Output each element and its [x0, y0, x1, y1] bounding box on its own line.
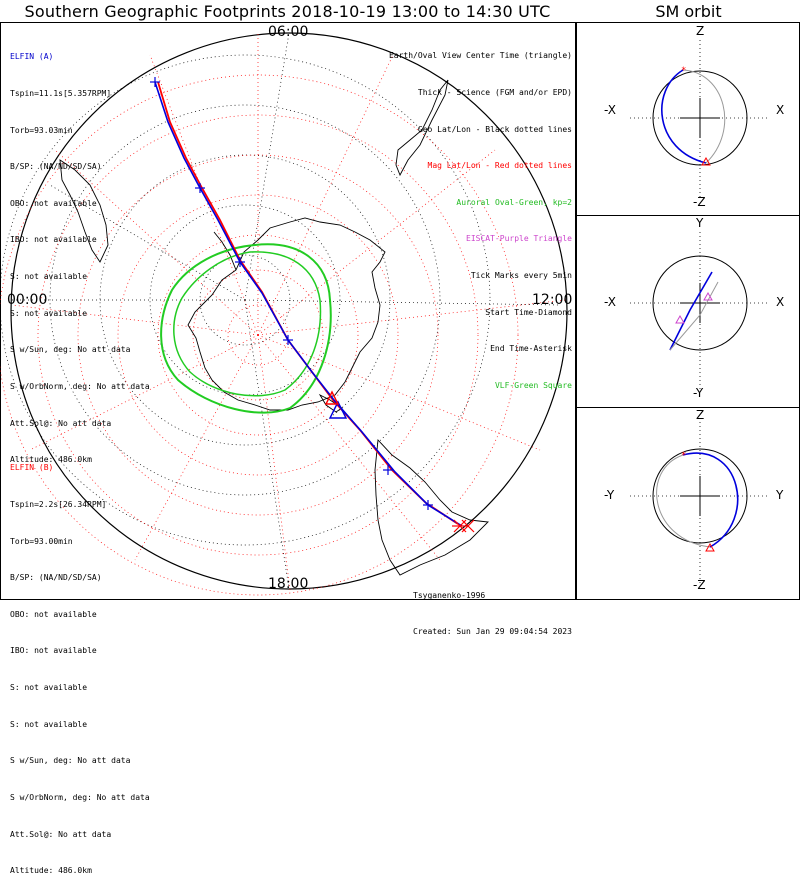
elfin-a-track — [154, 81, 463, 527]
sm-axis-label: X — [776, 103, 785, 117]
elfin-a-line: S: not available — [10, 272, 88, 282]
sm-axis-label: -Z — [693, 578, 706, 592]
elfin-a-line: Torb=93.03min — [10, 125, 73, 135]
clock-label-left: 00:00 — [7, 292, 48, 308]
elfin-b-line: S: not available — [10, 719, 88, 729]
legend-item: Earth/Oval View Center Time (triangle) — [388, 51, 572, 61]
clock-label-top: 06:00 — [268, 24, 309, 40]
geo-lon-lines — [12, 32, 561, 590]
elfin-a-line: S: not available — [10, 308, 88, 318]
sm-axis-label: -X — [604, 295, 616, 309]
plot-title: Southern Geographic Footprints 2018-10-1… — [24, 2, 551, 21]
auroral-oval — [160, 243, 332, 414]
legend-item: Auroral Oval-Green, kp=2 — [456, 197, 572, 207]
legend: Earth/Oval View Center Time (triangle) T… — [389, 26, 572, 404]
elfin-b-line: Tspin=2.2s[26.34RPM] — [10, 500, 107, 510]
view-center-triangles — [324, 390, 348, 419]
sm-orbit-title: SM orbit — [655, 2, 722, 21]
svg-text:*: * — [681, 451, 686, 461]
credit-created: Created: Sun Jan 29 09:04:54 2023 — [413, 627, 572, 636]
antarctic-peninsula — [213, 231, 237, 271]
elfin-a-info: ELFIN (A) Tspin=11.1s[5.357RPM] Torb=93.… — [10, 27, 150, 479]
sm-orbit-panel-xy — [630, 232, 770, 392]
legend-item: Mag Lat/Lon - Red dotted lines — [427, 161, 573, 171]
elfin-b-line: IBO: not available — [10, 646, 97, 656]
sm-orbit-panel-xz: * — [630, 40, 770, 200]
track-tick-marks — [150, 77, 433, 510]
elfin-b-line: OBO: not available — [10, 609, 97, 619]
end-time-asterisks — [452, 519, 475, 533]
sm-axis-label: -Y — [604, 488, 615, 502]
elfin-a-line: IBO: not available — [10, 235, 97, 245]
legend-item: End Time-Asterisk — [490, 344, 572, 354]
sm-orbit-panel-yz: * — [630, 422, 770, 585]
legend-item: Thick - Science (FGM and/or EPD) — [417, 88, 572, 98]
elfin-b-line: S w/OrbNorm, deg: No att data — [10, 792, 150, 802]
sm-axis-label: -X — [604, 103, 616, 117]
clock-label-bottom: 18:00 — [268, 576, 309, 592]
legend-item: Tick Marks every 5min — [470, 271, 572, 281]
elfin-b-line: S w/Sun, deg: No att data — [10, 756, 131, 766]
elfin-a-name: ELFIN (A) — [10, 52, 54, 62]
elfin-a-line: Altitude: 486.0km — [10, 455, 92, 465]
elfin-a-line: B/SP: (NA/ND/SD/SA) — [10, 162, 102, 172]
elfin-b-line: B/SP: (NA/ND/SD/SA) — [10, 573, 102, 583]
antarctica-coastline — [187, 217, 386, 411]
svg-text:*: * — [681, 66, 686, 76]
sm-axis-label: -Z — [693, 195, 706, 209]
elfin-a-line: OBO: not available — [10, 198, 97, 208]
sm-axis-label: Z — [696, 24, 705, 38]
africa-coastline — [395, 79, 449, 177]
elfin-b-line: Torb=93.00min — [10, 536, 73, 546]
sm-axis-label: Y — [696, 216, 704, 230]
sm-axis-label: -Y — [693, 386, 704, 400]
elfin-b-line: Att.Sol@: No att data — [10, 829, 112, 839]
south-america-coastline — [59, 159, 109, 263]
elfin-a-line: Att.Sol@: No att data — [10, 418, 112, 428]
legend-item: VLF-Green Square — [494, 380, 572, 390]
elfin-b-line: Altitude: 486.0km — [10, 866, 92, 876]
elfin-a-line: S w/Sun, deg: No att data — [10, 345, 131, 355]
elfin-a-line: S w/OrbNorm, deg: No att data — [10, 381, 150, 391]
elfin-b-line: S: not available — [10, 683, 88, 693]
elfin-a-line: Tspin=11.1s[5.357RPM] — [10, 89, 112, 99]
sm-axis-label: Y — [776, 488, 784, 502]
clock-label-right: 12:00 — [532, 292, 573, 308]
elfin-b-name: ELFIN (B) — [10, 463, 54, 473]
credit-author: Tsyganenko-1996 — [413, 591, 486, 600]
mag-lon-lines — [11, 33, 566, 591]
sm-axis-label: Z — [696, 408, 705, 422]
australia-coastline — [374, 438, 489, 576]
elfin-b-info: ELFIN (B) Tspin=2.2s[26.34RPM] Torb=93.0… — [10, 438, 150, 890]
credit: Tsyganenko-1996 Created: Sun Jan 29 09:0… — [413, 566, 572, 650]
sm-axis-label: X — [776, 295, 785, 309]
legend-item: Start Time-Diamond — [485, 307, 572, 317]
legend-item: EISCAT-Purple Triangle — [466, 234, 572, 244]
legend-item: Geo Lat/Lon - Black dotted lines — [417, 124, 572, 134]
